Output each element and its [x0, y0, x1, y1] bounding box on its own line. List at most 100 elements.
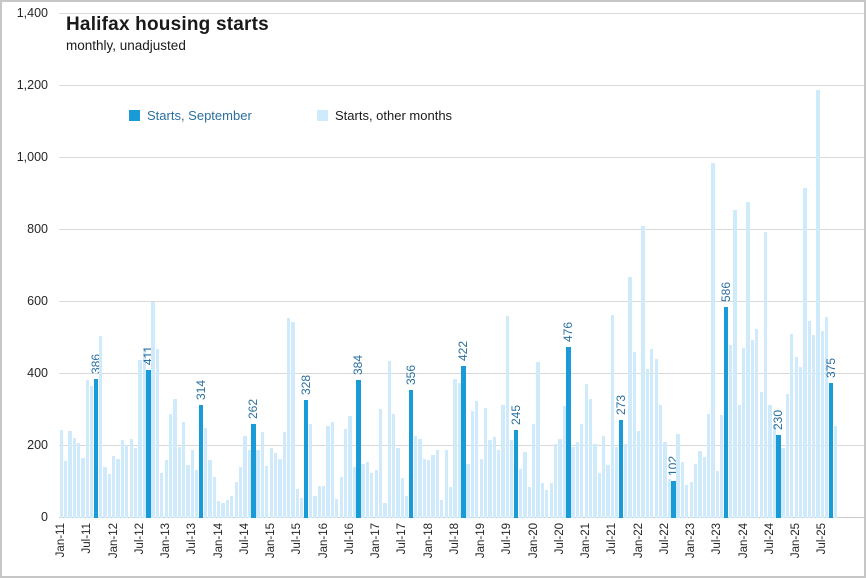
bar-month: [768, 405, 772, 518]
bar-month: [558, 438, 562, 518]
bar-month: [365, 461, 370, 518]
bar-month: [190, 450, 195, 518]
bar-september: [776, 435, 781, 518]
bar-month: [225, 500, 230, 518]
x-axis-label: Jan-20: [527, 523, 540, 559]
bar-month: [59, 429, 63, 518]
bar-month: [623, 443, 628, 518]
bar-month: [256, 449, 260, 518]
bar-month: [81, 457, 85, 518]
bar-month: [759, 392, 763, 518]
bar-month: [728, 345, 733, 518]
x-axis-label: Jan-23: [685, 523, 698, 559]
september-value-label: 375: [823, 357, 838, 378]
bar-month: [234, 482, 238, 518]
bar-month: [571, 447, 575, 518]
x-axis-label: Jul-14: [238, 523, 251, 555]
bar-month: [453, 379, 457, 518]
bar-month: [155, 349, 160, 518]
bar-month: [597, 473, 601, 518]
bar-month: [85, 380, 90, 518]
bar-month: [400, 478, 405, 518]
bar-month: [68, 431, 72, 518]
bar-month: [483, 408, 488, 518]
bar-month: [562, 406, 566, 518]
bar-month: [308, 424, 313, 518]
y-axis-label: 1,400: [16, 6, 48, 20]
x-axis-label: Jul-17: [396, 523, 409, 555]
bar-month: [466, 463, 470, 518]
bar-month: [339, 476, 343, 518]
bar-month: [129, 439, 133, 518]
plot-area: 386 411 314 262 328 384 356 422 245 476 273 102 586 2…: [59, 13, 864, 518]
x-axis-label: Jul-18: [448, 523, 461, 555]
bar-month: [396, 447, 400, 518]
september-value-label: 245: [508, 404, 523, 425]
bar-month: [812, 335, 816, 518]
september-value-label: 262: [246, 398, 261, 419]
bar-month: [610, 314, 615, 518]
bar-month: [505, 316, 510, 518]
bar-month: [387, 361, 391, 518]
x-axis-label: Jan-14: [212, 523, 225, 559]
bar-month: [667, 478, 671, 518]
bar-month: [72, 438, 76, 518]
bar-month: [435, 450, 440, 518]
legend-item-september: Starts, September: [129, 108, 252, 123]
gridline-1000: [59, 157, 864, 158]
bar-month: [575, 442, 580, 518]
bar-september: [303, 399, 309, 518]
x-axis-label: Jul-15: [291, 523, 304, 555]
x-axis-label: Jul-21: [606, 523, 619, 555]
x-axis-label: Jul-11: [81, 523, 94, 554]
bar-month: [383, 502, 387, 518]
bar-month: [833, 426, 838, 518]
gridline-600: [59, 301, 864, 302]
bar-month: [260, 431, 265, 518]
bar-month: [444, 449, 448, 518]
bar-month: [378, 409, 383, 518]
bar-month: [615, 447, 619, 518]
chart-title: Halifax housing starts: [66, 14, 269, 35]
bar-month: [742, 347, 746, 518]
bar-month: [133, 448, 138, 518]
y-axis-label: 400: [27, 366, 48, 380]
x-axis-label: Jan-12: [107, 523, 120, 559]
gridline-800: [59, 229, 864, 230]
bar-month: [763, 232, 768, 518]
september-value-label: 586: [718, 282, 733, 303]
y-axis-label: 800: [27, 222, 48, 236]
gridline-1200: [59, 85, 864, 86]
bar-september: [408, 389, 414, 518]
bar-september: [93, 379, 99, 518]
bar-month: [164, 460, 168, 518]
bar-month: [523, 452, 527, 518]
y-axis-label: 1,000: [16, 150, 48, 164]
bar-month: [527, 487, 531, 518]
bar-month: [820, 330, 825, 518]
bar-month: [457, 383, 461, 518]
bar-month: [475, 401, 479, 518]
bar-month: [720, 415, 724, 518]
bar-month: [549, 483, 553, 518]
bar-month: [208, 460, 212, 518]
legend-item-other-months: Starts, other months: [317, 108, 452, 123]
bar-month: [326, 425, 330, 518]
bar-month: [693, 464, 698, 518]
bar-month: [295, 489, 300, 518]
bar-month: [168, 414, 173, 518]
bar-month: [335, 498, 339, 518]
bar-september: [723, 307, 729, 518]
bar-month: [186, 465, 190, 518]
bar-month: [536, 362, 540, 518]
bar-month: [645, 368, 650, 518]
bar-month: [151, 302, 155, 518]
bar-month: [785, 393, 790, 518]
bar-month: [182, 421, 186, 518]
bar-month: [116, 459, 120, 518]
bar-month: [374, 470, 378, 518]
bar-month: [273, 453, 278, 518]
bar-month: [107, 473, 111, 518]
x-axis-label: Jul-23: [711, 523, 724, 555]
x-axis-label: Jan-21: [580, 523, 593, 559]
